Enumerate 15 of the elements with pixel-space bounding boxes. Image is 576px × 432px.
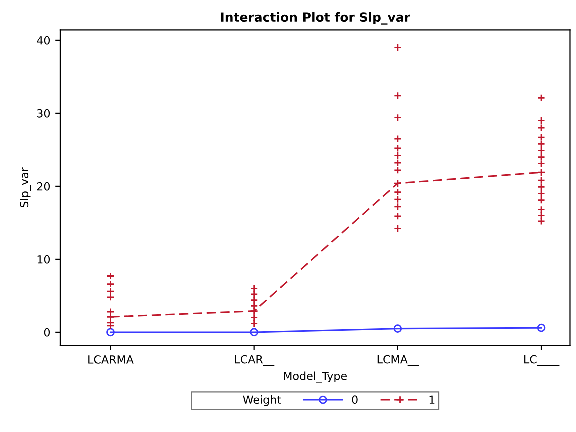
y-tick-label: 30 — [37, 109, 50, 118]
x-axis-title: Model_Type — [284, 372, 347, 383]
legend-title: Weight — [243, 395, 282, 406]
legend-label: 0 — [352, 396, 358, 404]
legend-label: 1 — [430, 396, 435, 404]
x-tick-label: LCARMA — [88, 356, 134, 364]
chart-title: Interaction Plot for Slp_var — [221, 12, 410, 25]
x-tick-label: LC____ — [524, 355, 560, 366]
y-tick-label: 20 — [37, 182, 50, 191]
y-tick-label: 40 — [37, 36, 50, 45]
y-tick-label: 0 — [44, 328, 50, 337]
x-tick-label: LCAR__ — [235, 355, 275, 366]
x-tick-label: LCMA__ — [378, 355, 420, 366]
y-tick-label: 10 — [38, 255, 50, 264]
y-axis-title: Slp_var — [20, 168, 32, 208]
